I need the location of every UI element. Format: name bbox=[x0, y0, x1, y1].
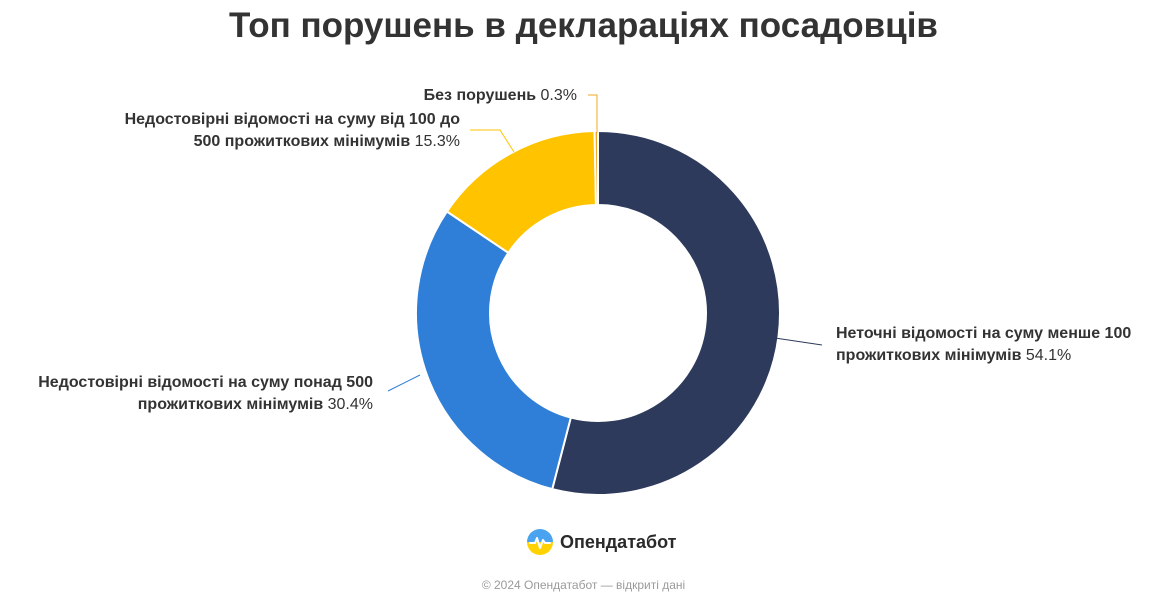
slice-label-3: Недостовірні відомості на суму від 100 д… bbox=[125, 111, 461, 150]
slice-label-text: Без порушень bbox=[424, 87, 537, 104]
slice-label-text: Недостовірні відомості на суму понад 500 bbox=[38, 374, 373, 391]
label-connector-2 bbox=[387, 374, 421, 392]
copyright-text: © 2024 Опендатабот — відкриті дані bbox=[481, 578, 686, 592]
chart-title: Топ порушень в деклараціях посадовців bbox=[229, 6, 938, 45]
label-connector-3 bbox=[470, 129, 515, 153]
slice-label-text: прожиткових мінімумів bbox=[138, 396, 324, 413]
slice-label-text: Недостовірні відомості на суму від 100 д… bbox=[125, 111, 461, 128]
donut-slice-4[interactable] bbox=[593, 129, 599, 207]
slice-label-4: Без порушень 0.3% bbox=[424, 87, 577, 104]
brand: Опендатабот bbox=[526, 527, 677, 557]
label-connectors bbox=[387, 94, 823, 392]
slice-label-text: прожиткових мінімумів bbox=[836, 347, 1022, 364]
slice-label-2: Недостовірні відомості на суму понад 500… bbox=[38, 374, 373, 413]
label-connector-1 bbox=[774, 337, 823, 346]
slice-percent: 30.4% bbox=[323, 396, 373, 413]
donut-slice-1[interactable] bbox=[551, 130, 781, 496]
brand-name: Опендатабот bbox=[560, 531, 677, 552]
slice-label-1: Неточні відомості на суму менше 100 прожи… bbox=[836, 325, 1131, 364]
slice-percent: 0.3% bbox=[536, 87, 577, 104]
chart-slices bbox=[415, 129, 781, 496]
slice-percent: 15.3% bbox=[410, 133, 460, 150]
slice-label-text: 500 прожиткових мінімумів bbox=[194, 133, 411, 150]
slice-percent: 54.1% bbox=[1021, 347, 1071, 364]
opendatabot-logo-icon bbox=[527, 529, 553, 555]
slice-labels: Неточні відомості на суму менше 100 прожи… bbox=[38, 87, 1131, 413]
donut-slice-2[interactable] bbox=[415, 210, 572, 491]
label-connector-4 bbox=[588, 94, 598, 133]
slice-label-text: Неточні відомості на суму менше 100 bbox=[836, 325, 1131, 342]
